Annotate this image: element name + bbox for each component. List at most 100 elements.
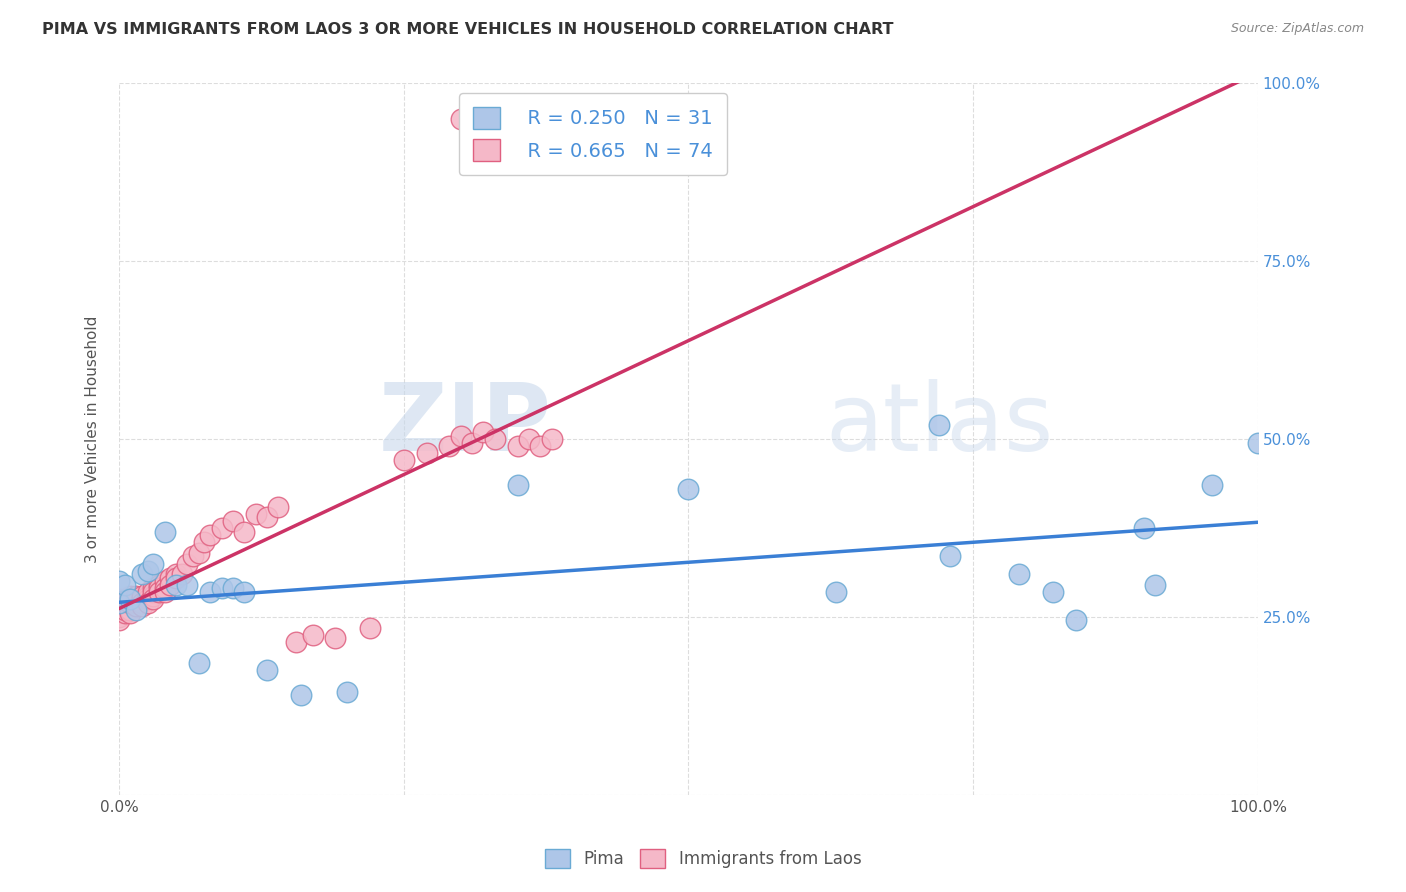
Point	[678, 482, 700, 496]
Point	[108, 599, 131, 614]
Point	[142, 557, 165, 571]
Point	[540, 432, 562, 446]
Point	[165, 571, 187, 585]
Point	[506, 439, 529, 453]
Legend: Pima, Immigrants from Laos: Pima, Immigrants from Laos	[538, 842, 868, 875]
Point	[136, 589, 159, 603]
Point	[506, 478, 529, 492]
Point	[1064, 614, 1087, 628]
Point	[267, 500, 290, 514]
Text: ZIP: ZIP	[378, 379, 551, 471]
Point	[120, 596, 142, 610]
Point	[159, 578, 181, 592]
Point	[939, 549, 962, 564]
Point	[1042, 585, 1064, 599]
Point	[284, 634, 307, 648]
Point	[181, 549, 204, 564]
Point	[450, 428, 472, 442]
Point	[472, 425, 495, 439]
Point	[120, 592, 142, 607]
Point	[142, 589, 165, 603]
Point	[1008, 567, 1031, 582]
Point	[108, 614, 131, 628]
Point	[120, 603, 142, 617]
Point	[233, 524, 256, 539]
Point	[222, 514, 245, 528]
Point	[439, 439, 461, 453]
Point	[325, 631, 347, 645]
Point	[148, 585, 170, 599]
Point	[125, 596, 148, 610]
Point	[198, 528, 221, 542]
Point	[131, 596, 153, 610]
Point	[359, 621, 381, 635]
Point	[131, 599, 153, 614]
Point	[120, 592, 142, 607]
Point	[176, 557, 198, 571]
Point	[125, 599, 148, 614]
Point	[125, 589, 148, 603]
Point	[131, 596, 153, 610]
Point	[114, 578, 136, 592]
Point	[529, 439, 551, 453]
Point	[153, 524, 176, 539]
Point	[114, 592, 136, 607]
Point	[108, 574, 131, 589]
Point	[142, 585, 165, 599]
Point	[301, 628, 323, 642]
Point	[336, 684, 359, 698]
Point	[484, 432, 506, 446]
Point	[136, 585, 159, 599]
Point	[1247, 435, 1270, 450]
Point	[148, 578, 170, 592]
Text: Source: ZipAtlas.com: Source: ZipAtlas.com	[1230, 22, 1364, 36]
Point	[187, 546, 209, 560]
Point	[114, 596, 136, 610]
Point	[176, 578, 198, 592]
Point	[256, 663, 278, 677]
Point	[120, 596, 142, 610]
Point	[125, 596, 148, 610]
Point	[450, 112, 472, 126]
Point	[461, 435, 484, 450]
Point	[131, 589, 153, 603]
Point	[114, 607, 136, 621]
Point	[148, 582, 170, 596]
Point	[198, 585, 221, 599]
Point	[142, 582, 165, 596]
Point	[165, 567, 187, 582]
Point	[108, 592, 131, 607]
Point	[1144, 578, 1167, 592]
Point	[142, 592, 165, 607]
Point	[517, 432, 540, 446]
Point	[136, 564, 159, 578]
Point	[108, 596, 131, 610]
Point	[222, 582, 245, 596]
Point	[392, 453, 415, 467]
Legend:   R = 0.250   N = 31,   R = 0.665   N = 74: R = 0.250 N = 31, R = 0.665 N = 74	[458, 93, 727, 175]
Point	[170, 567, 193, 582]
Point	[108, 603, 131, 617]
Point	[825, 585, 848, 599]
Point	[928, 417, 950, 432]
Point	[159, 571, 181, 585]
Point	[108, 596, 131, 610]
Point	[245, 507, 267, 521]
Point	[114, 603, 136, 617]
Text: PIMA VS IMMIGRANTS FROM LAOS 3 OR MORE VEHICLES IN HOUSEHOLD CORRELATION CHART: PIMA VS IMMIGRANTS FROM LAOS 3 OR MORE V…	[42, 22, 894, 37]
Point	[256, 510, 278, 524]
Point	[1133, 521, 1156, 535]
Point	[153, 582, 176, 596]
Point	[290, 688, 312, 702]
Point	[153, 585, 176, 599]
Point	[415, 446, 437, 460]
Point	[136, 596, 159, 610]
Point	[131, 567, 153, 582]
Point	[187, 656, 209, 670]
Point	[120, 599, 142, 614]
Point	[114, 599, 136, 614]
Text: atlas: atlas	[825, 379, 1053, 471]
Point	[131, 592, 153, 607]
Y-axis label: 3 or more Vehicles in Household: 3 or more Vehicles in Household	[86, 316, 100, 563]
Point	[125, 603, 148, 617]
